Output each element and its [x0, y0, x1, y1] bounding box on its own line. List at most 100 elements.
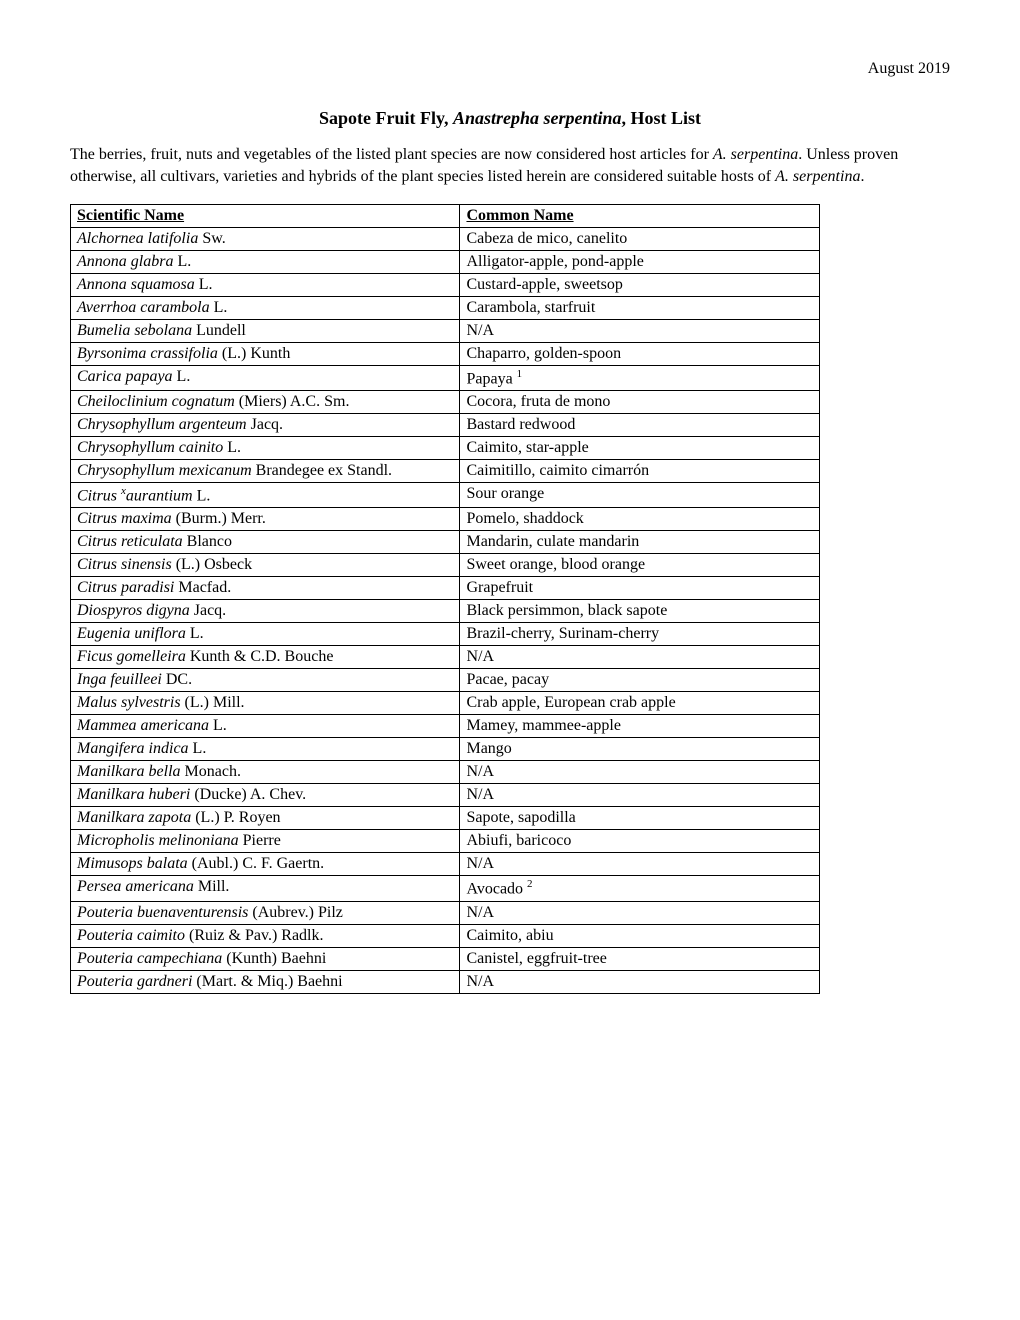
- scientific-name-species: Chrysophyllum mexicanum: [77, 462, 252, 479]
- table-row: Persea americana Mill. Avocado 2: [71, 876, 820, 901]
- common-name-cell: Custard-apple, sweetsop: [460, 273, 820, 296]
- scientific-name-species: Persea americana: [77, 878, 194, 895]
- scientific-name-authority: (L.) Kunth: [218, 345, 290, 362]
- scientific-name-cell: Malus sylvestris (L.) Mill.: [71, 692, 460, 715]
- common-name-text: Pacae, pacay: [466, 671, 549, 688]
- scientific-name-cell: Chrysophyllum mexicanum Brandegee ex Sta…: [71, 460, 460, 483]
- table-row: Eugenia uniflora L.Brazil-cherry, Surina…: [71, 623, 820, 646]
- common-name-cell: Carambola, starfruit: [460, 296, 820, 319]
- scientific-name-species: Byrsonima crassifolia: [77, 345, 218, 362]
- scientific-name-species: Citrus paradisi: [77, 579, 174, 596]
- common-name-cell: N/A: [460, 970, 820, 993]
- scientific-name-species: Inga feuilleei: [77, 671, 162, 688]
- common-name-cell: Caimito, star-apple: [460, 437, 820, 460]
- scientific-name-cell: Manilkara zapota (L.) P. Royen: [71, 807, 460, 830]
- table-row: Mimusops balata (Aubl.) C. F. Gaertn.N/A: [71, 853, 820, 876]
- scientific-name-authority: Brandegee ex Standl.: [252, 462, 392, 479]
- title-suffix: , Host List: [622, 108, 702, 128]
- common-name-cell: Black persimmon, black sapote: [460, 600, 820, 623]
- scientific-name-authority: L.: [193, 487, 211, 504]
- scientific-name-cell: Mammea americana L.: [71, 715, 460, 738]
- table-row: Citrus xaurantium L. Sour orange: [71, 483, 820, 508]
- common-name-text: Pomelo, shaddock: [466, 510, 583, 527]
- scientific-name-species: Diospyros digyna: [77, 602, 190, 619]
- scientific-name-cell: Carica papaya L.: [71, 365, 460, 390]
- common-name-text: Sapote, sapodilla: [466, 809, 575, 826]
- scientific-name-authority: Jacq.: [190, 602, 226, 619]
- scientific-name-species: Bumelia sebolana: [77, 322, 192, 339]
- common-name-text: Mamey, mammee-apple: [466, 717, 620, 734]
- scientific-name-species: Averrhoa carambola: [77, 299, 210, 316]
- scientific-name-species: Manilkara bella: [77, 763, 181, 780]
- scientific-name-authority: (L.) Mill.: [181, 694, 245, 711]
- scientific-name-authority: Mill.: [194, 878, 230, 895]
- scientific-name-cell: Citrus xaurantium L.: [71, 483, 460, 508]
- common-name-text: Cabeza de mico, canelito: [466, 230, 627, 247]
- table-row: Manilkara zapota (L.) P. Royen Sapote, sa…: [71, 807, 820, 830]
- scientific-name-species: Mangifera indica: [77, 740, 189, 757]
- scientific-name-authority: (Kunth) Baehni: [222, 950, 326, 967]
- scientific-name-cell: Persea americana Mill.: [71, 876, 460, 901]
- scientific-name-authority: Sw.: [198, 230, 225, 247]
- table-row: Annona glabra L.Alligator-apple, pond-ap…: [71, 250, 820, 273]
- scientific-name-cell: Mangifera indica L.: [71, 738, 460, 761]
- scientific-name-species: Manilkara zapota: [77, 809, 191, 826]
- scientific-name-authority: L.: [195, 276, 213, 293]
- scientific-name-cell: Ficus gomelleira Kunth & C.D. Bouche: [71, 646, 460, 669]
- common-name-text: Sour orange: [466, 485, 544, 502]
- table-row: Annona squamosa L.Custard-apple, sweetso…: [71, 273, 820, 296]
- scientific-name-cell: Pouteria gardneri (Mart. & Miq.) Baehni: [71, 970, 460, 993]
- common-name-text: N/A: [466, 648, 494, 665]
- footnote-marker: 1: [517, 368, 523, 380]
- scientific-name-authority: (Miers) A.C. Sm.: [235, 393, 350, 410]
- table-row: Mammea americana L. Mamey, mammee-apple: [71, 715, 820, 738]
- scientific-name-authority: L.: [189, 740, 207, 757]
- table-row: Mangifera indica L.Mango: [71, 738, 820, 761]
- scientific-name-species: Mimusops balata: [77, 855, 188, 872]
- common-name-cell: Alligator-apple, pond-apple: [460, 250, 820, 273]
- table-row: Manilkara huberi (Ducke) A. Chev.N/A: [71, 784, 820, 807]
- document-title: Sapote Fruit Fly, Anastrepha serpentina,…: [70, 108, 950, 129]
- scientific-name-cell: Byrsonima crassifolia (L.) Kunth: [71, 342, 460, 365]
- footnote-marker: 2: [527, 878, 533, 890]
- common-name-cell: N/A: [460, 853, 820, 876]
- scientific-name-cell: Chrysophyllum cainito L.: [71, 437, 460, 460]
- common-name-cell: Caimitillo, caimito cimarrón: [460, 460, 820, 483]
- common-name-cell: Grapefruit: [460, 577, 820, 600]
- table-row: Alchornea latifolia Sw.Cabeza de mico, c…: [71, 227, 820, 250]
- common-name-cell: Cabeza de mico, canelito: [460, 227, 820, 250]
- table-row: Cheiloclinium cognatum (Miers) A.C. Sm.C…: [71, 391, 820, 414]
- table-row: Micropholis melinoniana PierreAbiufi, ba…: [71, 830, 820, 853]
- common-name-cell: Caimito, abiu: [460, 924, 820, 947]
- scientific-name-cell: Diospyros digyna Jacq.: [71, 600, 460, 623]
- scientific-name-cell: Cheiloclinium cognatum (Miers) A.C. Sm.: [71, 391, 460, 414]
- table-row: Citrus reticulata BlancoMandarin, culate…: [71, 531, 820, 554]
- intro-text-1: The berries, fruit, nuts and vegetables …: [70, 146, 713, 163]
- scientific-name-cell: Averrhoa carambola L.: [71, 296, 460, 319]
- scientific-name-authority: (Aubrev.) Pilz: [248, 904, 343, 921]
- table-row: Byrsonima crassifolia (L.) KunthChaparro…: [71, 342, 820, 365]
- common-name-cell: N/A: [460, 319, 820, 342]
- scientific-name-authority: Kunth & C.D. Bouche: [186, 648, 334, 665]
- scientific-name-cell: Bumelia sebolana Lundell: [71, 319, 460, 342]
- scientific-name-cell: Citrus paradisi Macfad.: [71, 577, 460, 600]
- table-row: Chrysophyllum argenteum Jacq.Bastard red…: [71, 414, 820, 437]
- common-name-cell: Cocora, fruta de mono: [460, 391, 820, 414]
- table-row: Chrysophyllum mexicanum Brandegee ex Sta…: [71, 460, 820, 483]
- table-row: Inga feuilleei DC.Pacae, pacay: [71, 669, 820, 692]
- scientific-name-cell: Manilkara huberi (Ducke) A. Chev.: [71, 784, 460, 807]
- common-name-text: N/A: [466, 763, 494, 780]
- common-name-cell: N/A: [460, 646, 820, 669]
- table-row: Pouteria campechiana (Kunth) Baehni Canis…: [71, 947, 820, 970]
- table-body: Alchornea latifolia Sw.Cabeza de mico, c…: [71, 227, 820, 993]
- scientific-name-authority: Lundell: [192, 322, 246, 339]
- common-name-cell: Canistel, eggfruit-tree: [460, 947, 820, 970]
- common-name-text: N/A: [466, 322, 494, 339]
- scientific-name-species: Pouteria campechiana: [77, 950, 222, 967]
- common-name-cell: Sour orange: [460, 483, 820, 508]
- scientific-name-species: Manilkara huberi: [77, 786, 190, 803]
- scientific-name-authority: (Ruiz & Pav.) Radlk.: [185, 927, 324, 944]
- scientific-name-species: Citrus sinensis: [77, 556, 172, 573]
- common-name-text: Avocado: [466, 881, 527, 898]
- common-name-text: N/A: [466, 904, 494, 921]
